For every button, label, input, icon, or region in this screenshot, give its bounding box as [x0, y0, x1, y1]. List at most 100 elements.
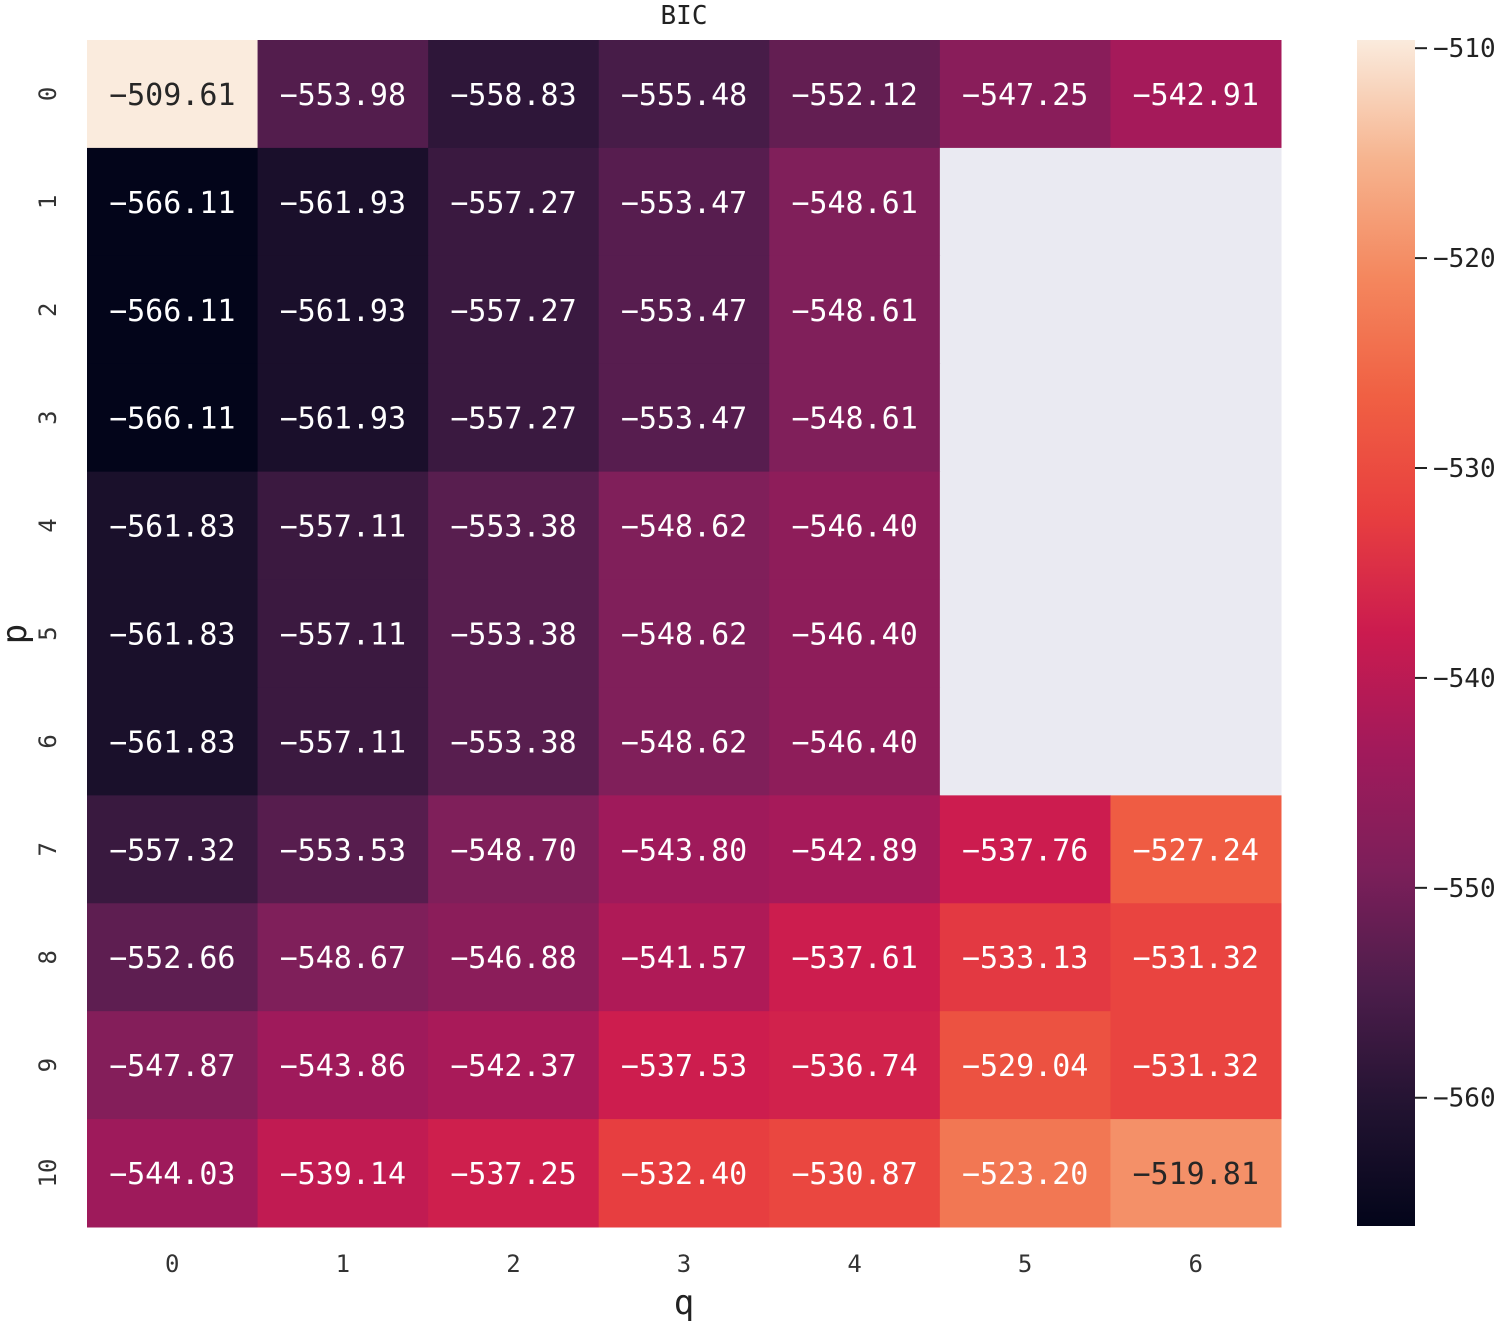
- cell-value-label: −537.61: [791, 941, 917, 976]
- cell-value-label: −519.81: [1132, 1157, 1258, 1192]
- heatmap-cell: [769, 1119, 941, 1228]
- y-tick-label: 0: [34, 87, 62, 101]
- cell-value-label: −546.40: [791, 618, 917, 653]
- y-tick-label: 5: [34, 626, 62, 640]
- cell-value-label: −553.47: [621, 294, 747, 329]
- cell-value-label: −553.38: [450, 725, 576, 760]
- y-tick-label: 2: [34, 303, 62, 317]
- cell-value-label: −561.83: [109, 618, 235, 653]
- cell-value-label: −548.62: [621, 510, 747, 545]
- heatmap-cell: [257, 903, 429, 1012]
- x-tick-label: 6: [1188, 1250, 1202, 1278]
- cell-value-label: −566.11: [109, 402, 235, 437]
- heatmap-cell-empty: [1110, 255, 1282, 365]
- heatmap-cell: [257, 471, 429, 581]
- heatmap-cell: [428, 471, 600, 581]
- cell-value-label: −547.25: [962, 78, 1088, 113]
- heatmap-cell: [428, 1119, 600, 1228]
- heatmap-cells: [87, 40, 1282, 1228]
- cell-value-label: −537.76: [962, 833, 1088, 868]
- y-tick-label: 1: [34, 195, 62, 209]
- cell-value-label: −553.38: [450, 618, 576, 653]
- heatmap-cell: [598, 903, 770, 1012]
- cell-value-label: −529.04: [962, 1049, 1088, 1084]
- cell-value-label: −552.66: [109, 941, 235, 976]
- y-axis-label: p: [0, 624, 35, 644]
- colorbar-tick-label: −540: [1433, 664, 1496, 694]
- heatmap-cell: [598, 147, 770, 257]
- heatmap-cell: [87, 40, 259, 149]
- heatmap-cell-empty: [939, 255, 1111, 365]
- cell-value-label: −539.14: [280, 1157, 406, 1192]
- colorbar-tick-label: −510: [1433, 34, 1496, 64]
- heatmap-cell-empty: [939, 147, 1111, 257]
- cell-value-label: −546.40: [791, 725, 917, 760]
- heatmap-cell: [769, 255, 941, 365]
- y-tick-label: 3: [34, 410, 62, 424]
- y-axis-ticks: 0 1 2 3 4 5 6 7 8 9 10: [34, 87, 62, 1188]
- x-tick-label: 3: [677, 1250, 691, 1278]
- x-tick-label: 2: [506, 1250, 520, 1278]
- heatmap-cell-empty: [1110, 147, 1282, 257]
- heatmap-cell: [428, 1011, 600, 1120]
- cell-value-label: −566.11: [109, 186, 235, 221]
- cell-value-label: −533.13: [962, 941, 1088, 976]
- cell-value-label: −566.11: [109, 294, 235, 329]
- cell-value-label: −543.86: [280, 1049, 406, 1084]
- heatmap-cell: [939, 903, 1111, 1012]
- heatmap-cell: [87, 1119, 259, 1228]
- cell-value-label: −555.48: [621, 78, 747, 113]
- cell-value-label: −537.53: [621, 1049, 747, 1084]
- cell-value-label: −553.47: [621, 186, 747, 221]
- cell-value-label: −561.93: [280, 402, 406, 437]
- heatmap-cell: [598, 795, 770, 904]
- heatmap-cell-empty: [1110, 471, 1282, 581]
- y-tick-label: 10: [34, 1159, 62, 1188]
- heatmap-cell: [769, 579, 941, 688]
- heatmap-cell: [87, 579, 259, 688]
- cell-value-label: −548.62: [621, 618, 747, 653]
- cell-value-label: −544.03: [109, 1157, 235, 1192]
- y-tick-label: 8: [34, 950, 62, 964]
- heatmap-cell: [1110, 40, 1282, 149]
- cell-value-label: −543.80: [621, 833, 747, 868]
- heatmap-cell: [939, 1011, 1111, 1120]
- heatmap-cell: [428, 903, 600, 1012]
- heatmap-cell: [257, 147, 429, 257]
- heatmap-cell: [87, 795, 259, 904]
- cell-value-label: −561.83: [109, 510, 235, 545]
- heatmap-cell: [939, 1119, 1111, 1228]
- heatmap-cell: [87, 255, 259, 365]
- cell-value-label: −557.11: [280, 510, 406, 545]
- heatmap-cell: [769, 147, 941, 257]
- heatmap-cell: [598, 255, 770, 365]
- cell-value-label: −541.57: [621, 941, 747, 976]
- heatmap-cell: [428, 687, 600, 796]
- cell-value-label: −561.83: [109, 725, 235, 760]
- heatmap-cell: [87, 903, 259, 1012]
- cell-value-label: −557.27: [450, 294, 576, 329]
- heatmap-cell: [598, 1119, 770, 1228]
- cell-value-label: −542.91: [1132, 78, 1258, 113]
- heatmap-cell: [428, 147, 600, 257]
- cell-value-label: −548.67: [280, 941, 406, 976]
- cell-value-label: −548.61: [791, 186, 917, 221]
- cell-value-label: −558.83: [450, 78, 576, 113]
- cell-value-label: −542.89: [791, 833, 917, 868]
- heatmap-cell: [87, 1011, 259, 1120]
- cell-value-label: −546.88: [450, 941, 576, 976]
- heatmap-cell: [257, 687, 429, 796]
- heatmap-cell: [257, 1011, 429, 1120]
- heatmap-cell: [257, 795, 429, 904]
- heatmap-cell: [769, 795, 941, 904]
- cell-value-label: −548.61: [791, 294, 917, 329]
- y-tick-label: 6: [34, 734, 62, 748]
- heatmap-cell-empty: [939, 471, 1111, 581]
- colorbar-tick-label: −520: [1433, 244, 1496, 274]
- heatmap-cell: [769, 40, 941, 149]
- cell-value-label: −542.37: [450, 1049, 576, 1084]
- colorbar-tick-label: −550: [1433, 874, 1496, 904]
- heatmap-cell-empty: [1110, 579, 1282, 688]
- heatmap-cell: [87, 471, 259, 581]
- heatmap-cell-empty: [939, 687, 1111, 796]
